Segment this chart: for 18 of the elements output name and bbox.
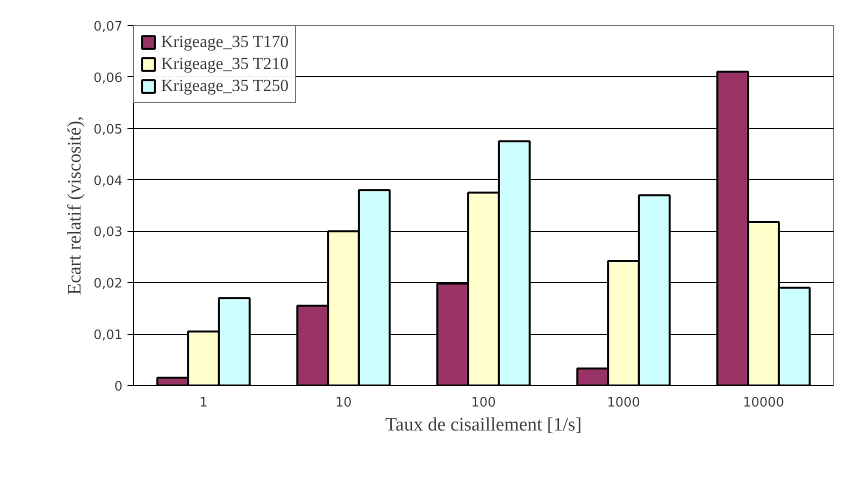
x-tick-label: 10000 [742, 396, 784, 410]
x-tick-label: 100 [471, 396, 496, 410]
y-tick-label: 0,05 [94, 122, 123, 138]
y-tick-label: 0 [114, 380, 123, 394]
y-tick-label: 0,02 [94, 276, 123, 292]
y-tick-label: 0,03 [94, 225, 123, 240]
y-tick-label: 0,06 [94, 70, 123, 86]
y-axis-title: Ecart relatif (viscosité), [64, 116, 86, 295]
y-tick-label: 0,07 [94, 20, 123, 34]
y-tick-label: 0,01 [94, 328, 123, 344]
legend-label: Krigeage_35 T210 [161, 54, 289, 74]
x-tick-label: 10 [335, 396, 352, 410]
x-tick-label: 1 [199, 396, 208, 410]
y-tick-label: 0,04 [94, 174, 123, 189]
x-tick-label: 1000 [606, 396, 640, 410]
legend-label: Krigeage_35 T170 [161, 32, 289, 52]
x-axis-title: Taux de cisaillement [1/s] [385, 414, 582, 436]
legend-label: Krigeage_35 T250 [161, 76, 289, 96]
